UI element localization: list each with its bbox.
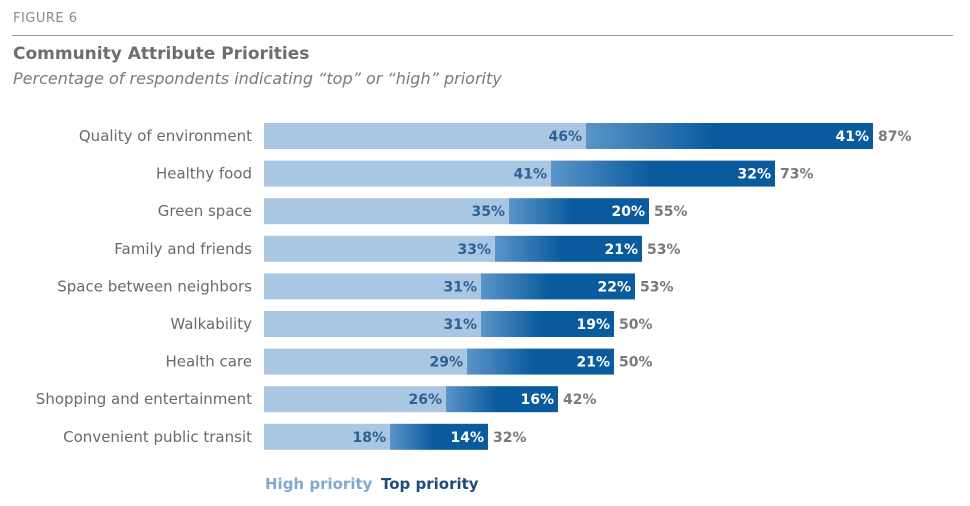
data-label-high-priority: 26% [408, 392, 442, 408]
bar-top-priority [551, 160, 775, 187]
bar-top-priority [586, 123, 873, 149]
bar-top-priority [509, 198, 649, 225]
data-label-high-priority: 18% [352, 430, 386, 446]
chart-title: Community Attribute Priorities [13, 44, 310, 64]
data-label-high-priority: 33% [457, 242, 491, 258]
data-label-total: 53% [640, 279, 674, 295]
category-label: Healthy food [156, 165, 252, 183]
category-label: Quality of environment [79, 127, 252, 145]
bar-top-priority [481, 311, 614, 337]
data-label-total: 55% [654, 204, 688, 220]
bar-top-priority [467, 348, 614, 375]
bar-high-priority [264, 123, 586, 149]
data-label-high-priority: 46% [548, 129, 582, 145]
stacked-bar-chart: Quality of environment 46% 41% 87% Healthy f… [36, 123, 912, 450]
data-label-total: 53% [647, 242, 681, 258]
bar-top-priority [481, 273, 635, 300]
title-divider [12, 35, 953, 36]
bar-top-priority [446, 386, 558, 413]
category-label: Shopping and entertainment [36, 390, 252, 408]
data-label-high-priority: 31% [443, 317, 477, 333]
data-label-top-priority: 21% [604, 242, 638, 258]
data-label-high-priority: 29% [429, 355, 463, 371]
legend-high-priority: High priority [265, 475, 373, 493]
category-label: Green space [158, 202, 252, 220]
data-label-top-priority: 16% [520, 392, 554, 408]
data-label-top-priority: 21% [576, 355, 610, 371]
chart-subtitle: Percentage of respondents indicating “to… [13, 69, 502, 88]
bar-high-priority [264, 386, 446, 413]
category-label: Walkability [170, 315, 252, 333]
legend-top-priority: Top priority [381, 475, 479, 493]
bar-top-priority [495, 235, 642, 262]
category-label: Space between neighbors [57, 277, 252, 295]
bar-high-priority [264, 311, 481, 337]
data-label-total: 73% [780, 167, 814, 183]
category-label: Family and friends [114, 240, 252, 258]
bar-high-priority [264, 348, 467, 375]
data-label-total: 50% [619, 317, 653, 333]
bar-high-priority [264, 160, 551, 187]
data-label-total: 50% [619, 355, 653, 371]
data-label-top-priority: 14% [450, 430, 484, 446]
data-label-top-priority: 20% [611, 204, 645, 220]
data-label-total: 42% [563, 392, 597, 408]
bar-high-priority [264, 198, 509, 225]
data-label-high-priority: 31% [443, 279, 477, 295]
data-label-top-priority: 22% [597, 279, 631, 295]
category-label: Convenient public transit [63, 428, 252, 446]
data-label-top-priority: 32% [737, 167, 771, 183]
data-label-top-priority: 41% [835, 129, 869, 145]
data-label-high-priority: 35% [471, 204, 505, 220]
bar-high-priority [264, 235, 495, 262]
bar-high-priority [264, 423, 390, 450]
data-label-total: 87% [878, 129, 912, 145]
data-label-top-priority: 19% [576, 317, 610, 333]
data-label-high-priority: 41% [513, 167, 547, 183]
category-label: Health care [165, 353, 252, 371]
bar-high-priority [264, 273, 481, 300]
bar-top-priority [390, 423, 488, 450]
data-label-total: 32% [493, 430, 527, 446]
figure-label: FIGURE 6 [13, 11, 78, 26]
